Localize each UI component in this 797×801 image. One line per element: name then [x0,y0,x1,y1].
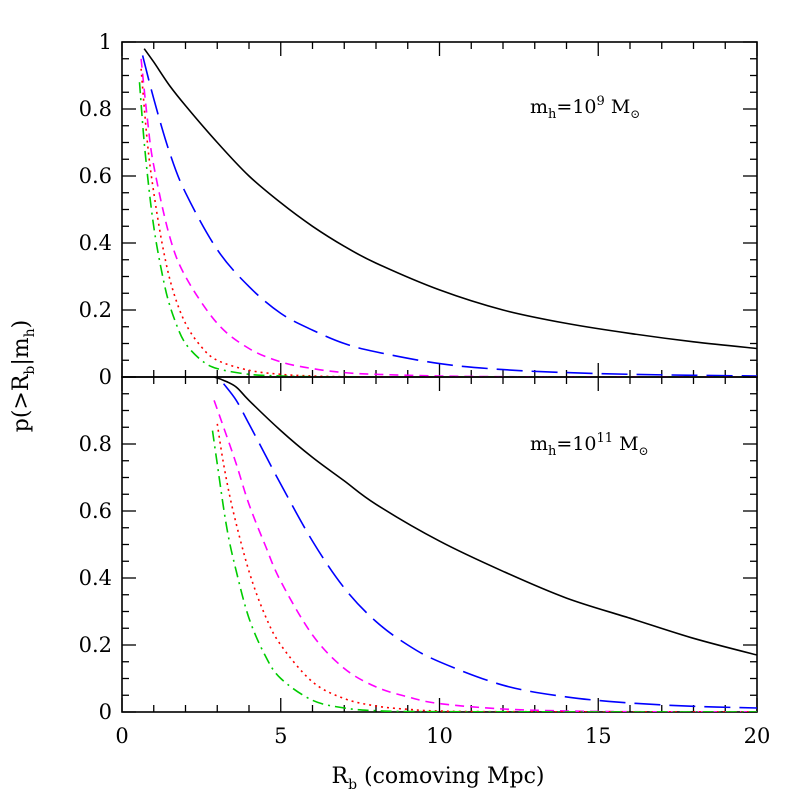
y-tick-label: 0.4 [79,231,112,255]
series-line-top-3 [140,68,757,377]
plot-frame-top [121,41,758,378]
series-line-top-0 [143,48,757,350]
series-line-bottom-3 [216,423,757,712]
y-tick-label: 0.6 [79,499,112,523]
x-tick-label: 10 [426,724,453,748]
series-line-top-4 [138,82,757,377]
y-tick-label: 0.8 [79,432,112,456]
series-line-bottom-1 [222,383,757,709]
y-tick-label: 0.2 [79,633,112,657]
y-tick-label: 0 [99,700,112,724]
series-line-bottom-0 [213,377,757,656]
y-tick-label: 0.2 [79,298,112,322]
y-tick-label: 0.4 [79,566,112,590]
y-tick-label: 0 [99,365,112,389]
x-tick-label: 15 [585,724,612,748]
series-line-bottom-2 [213,400,757,712]
y-tick-label: 0.8 [79,97,112,121]
series-line-bottom-4 [211,430,757,712]
y-axis-label: p(>Rb|mh) [9,320,38,433]
top-panel-annotation: mh=109 M⊙ [530,94,640,122]
series-line-top-1 [141,55,757,377]
y-tick-label: 1 [99,30,112,54]
series-line-top-2 [140,58,757,377]
x-tick-label: 20 [744,724,771,748]
y-tick-label: 0.6 [79,164,112,188]
bottom-panel-annotation: mh=1011 M⊙ [530,431,649,459]
x-axis-label: Rb (comoving Mpc) [331,764,544,793]
x-tick-label: 5 [274,724,287,748]
x-tick-label: 0 [115,724,128,748]
